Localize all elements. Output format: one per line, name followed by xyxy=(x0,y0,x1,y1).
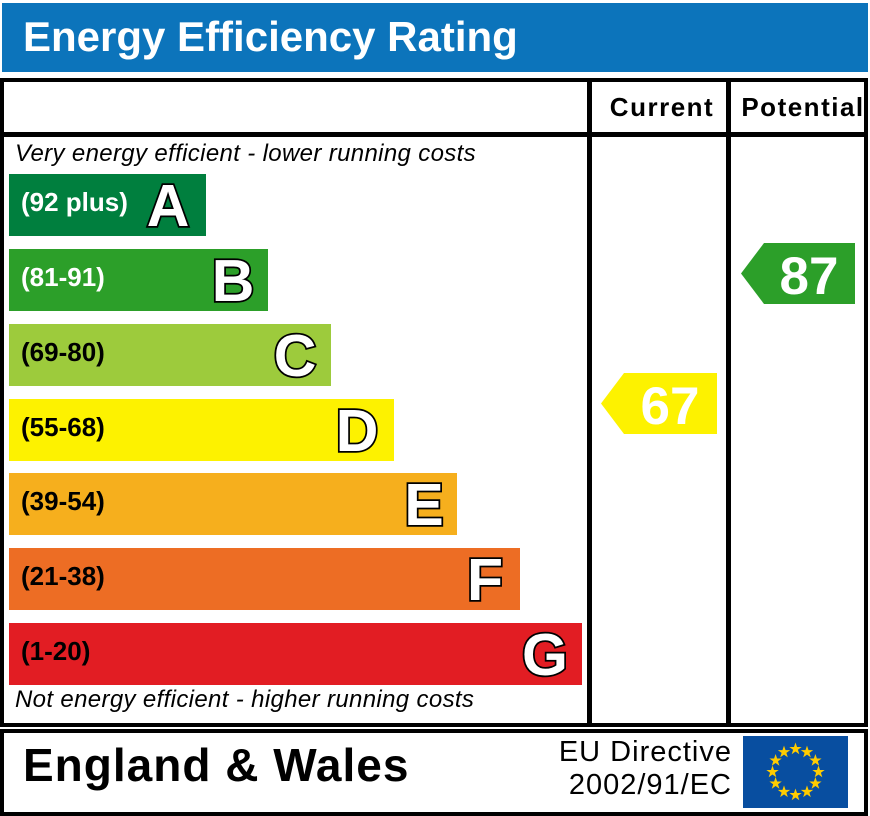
svg-text:F: F xyxy=(467,547,503,608)
svg-text:D: D xyxy=(336,398,379,459)
svg-text:B: B xyxy=(212,248,255,309)
svg-text:87: 87 xyxy=(780,247,839,304)
svg-text:G: G xyxy=(522,622,568,683)
svg-text:67: 67 xyxy=(641,377,700,434)
svg-text:C: C xyxy=(274,323,317,384)
svg-text:E: E xyxy=(404,472,443,533)
svg-text:A: A xyxy=(147,173,190,234)
